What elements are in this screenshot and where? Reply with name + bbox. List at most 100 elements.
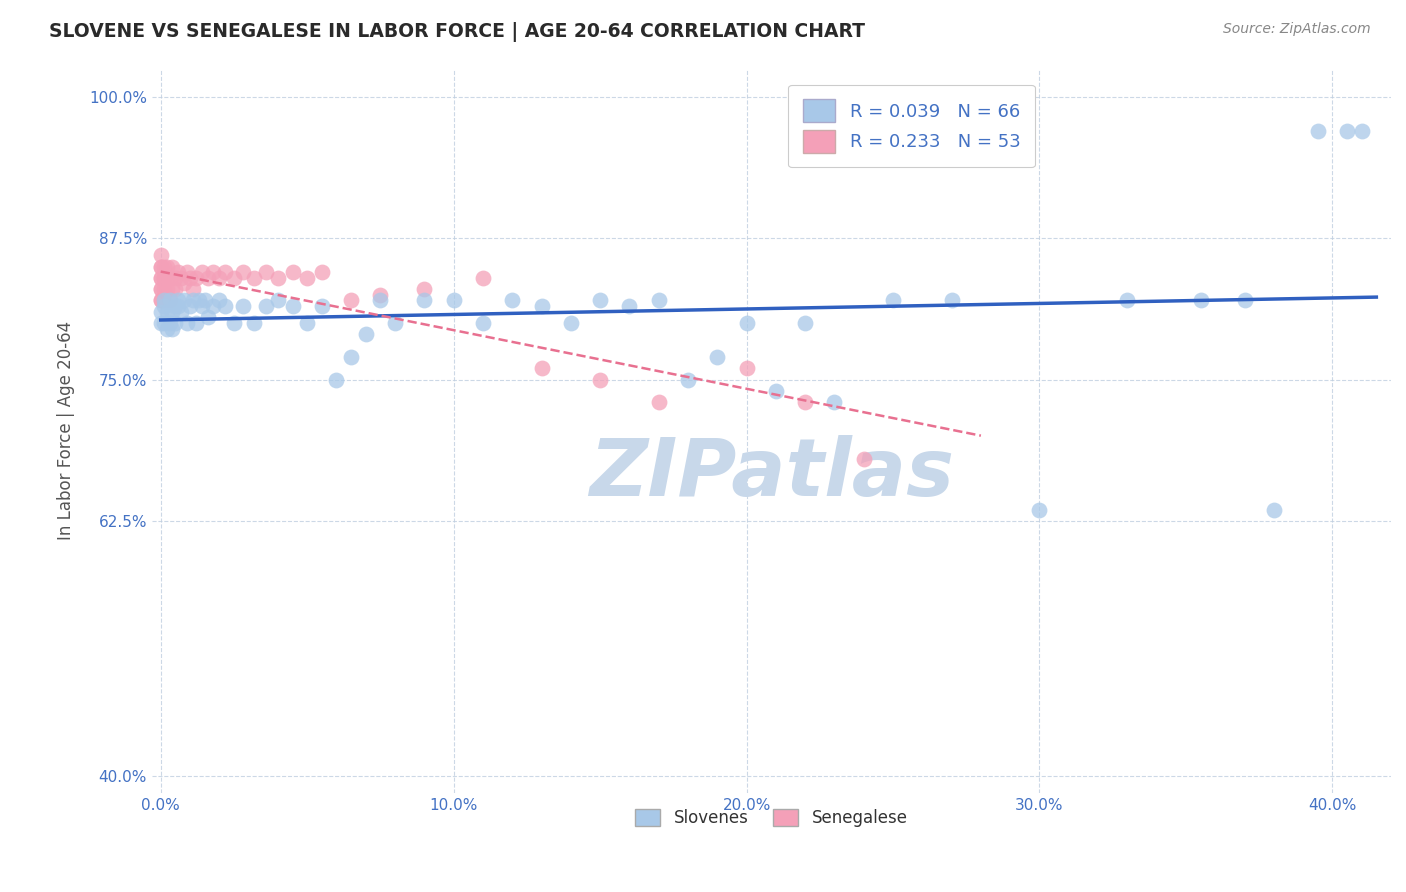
Point: [1028, 503, 1050, 517]
Point: [214, 265, 236, 279]
Point: [159, 316, 181, 330]
Point: [162, 282, 184, 296]
Point: [311, 265, 333, 279]
Point: [267, 293, 290, 308]
Point: [202, 265, 225, 279]
Point: [165, 316, 187, 330]
Point: [184, 316, 207, 330]
Point: [295, 270, 318, 285]
Point: [179, 299, 201, 313]
Point: [155, 322, 177, 336]
Point: [222, 270, 245, 285]
Point: [384, 316, 406, 330]
Point: [152, 293, 174, 308]
Point: [214, 299, 236, 313]
Point: [370, 293, 392, 308]
Point: [852, 451, 875, 466]
Point: [152, 282, 174, 296]
Point: [152, 270, 174, 285]
Point: [619, 299, 641, 313]
Point: [706, 350, 728, 364]
Point: [1350, 124, 1372, 138]
Point: [882, 293, 904, 308]
Point: [167, 293, 190, 308]
Point: [471, 270, 494, 285]
Point: [222, 316, 245, 330]
Point: [165, 299, 187, 313]
Point: [208, 293, 231, 308]
Point: [1336, 124, 1358, 138]
Text: Source: ZipAtlas.com: Source: ZipAtlas.com: [1223, 22, 1371, 37]
Point: [149, 248, 172, 262]
Point: [281, 265, 304, 279]
Point: [243, 316, 266, 330]
Point: [149, 260, 172, 274]
Legend: Slovenes, Senegalese: Slovenes, Senegalese: [627, 800, 917, 835]
Point: [530, 299, 553, 313]
Point: [149, 293, 172, 308]
Y-axis label: In Labor Force | Age 20-64: In Labor Force | Age 20-64: [58, 321, 75, 541]
Point: [311, 299, 333, 313]
Point: [413, 293, 436, 308]
Point: [190, 265, 212, 279]
Point: [1263, 503, 1285, 517]
Point: [589, 293, 612, 308]
Point: [354, 327, 377, 342]
Point: [340, 350, 363, 364]
Point: [159, 293, 181, 308]
Point: [501, 293, 523, 308]
Point: [149, 305, 172, 319]
Point: [647, 293, 669, 308]
Point: [149, 316, 172, 330]
Point: [471, 316, 494, 330]
Point: [197, 310, 219, 325]
Point: [823, 395, 845, 409]
Point: [155, 270, 177, 285]
Point: [149, 293, 172, 308]
Point: [162, 260, 184, 274]
Point: [1306, 124, 1329, 138]
Point: [173, 293, 195, 308]
Point: [149, 260, 172, 274]
Point: [208, 270, 231, 285]
Point: [159, 270, 181, 285]
Point: [589, 373, 612, 387]
Point: [152, 260, 174, 274]
Point: [295, 316, 318, 330]
Point: [167, 265, 190, 279]
Text: SLOVENE VS SENEGALESE IN LABOR FORCE | AGE 20-64 CORRELATION CHART: SLOVENE VS SENEGALESE IN LABOR FORCE | A…: [49, 22, 865, 42]
Point: [184, 270, 207, 285]
Point: [676, 373, 699, 387]
Point: [254, 265, 277, 279]
Point: [530, 361, 553, 376]
Point: [170, 305, 193, 319]
Point: [735, 361, 758, 376]
Point: [413, 282, 436, 296]
Point: [325, 373, 347, 387]
Point: [181, 282, 204, 296]
Point: [267, 270, 290, 285]
Point: [176, 265, 198, 279]
Point: [1233, 293, 1256, 308]
Point: [152, 270, 174, 285]
Point: [162, 322, 184, 336]
Point: [735, 316, 758, 330]
Point: [281, 299, 304, 313]
Point: [794, 316, 817, 330]
Point: [173, 277, 195, 291]
Point: [149, 270, 172, 285]
Point: [152, 293, 174, 308]
Point: [190, 299, 212, 313]
Point: [187, 293, 209, 308]
Point: [340, 293, 363, 308]
Point: [560, 316, 582, 330]
Point: [443, 293, 465, 308]
Point: [765, 384, 787, 398]
Point: [155, 260, 177, 274]
Point: [194, 293, 217, 308]
Point: [794, 395, 817, 409]
Point: [165, 282, 187, 296]
Point: [155, 305, 177, 319]
Point: [149, 282, 172, 296]
Point: [149, 282, 172, 296]
